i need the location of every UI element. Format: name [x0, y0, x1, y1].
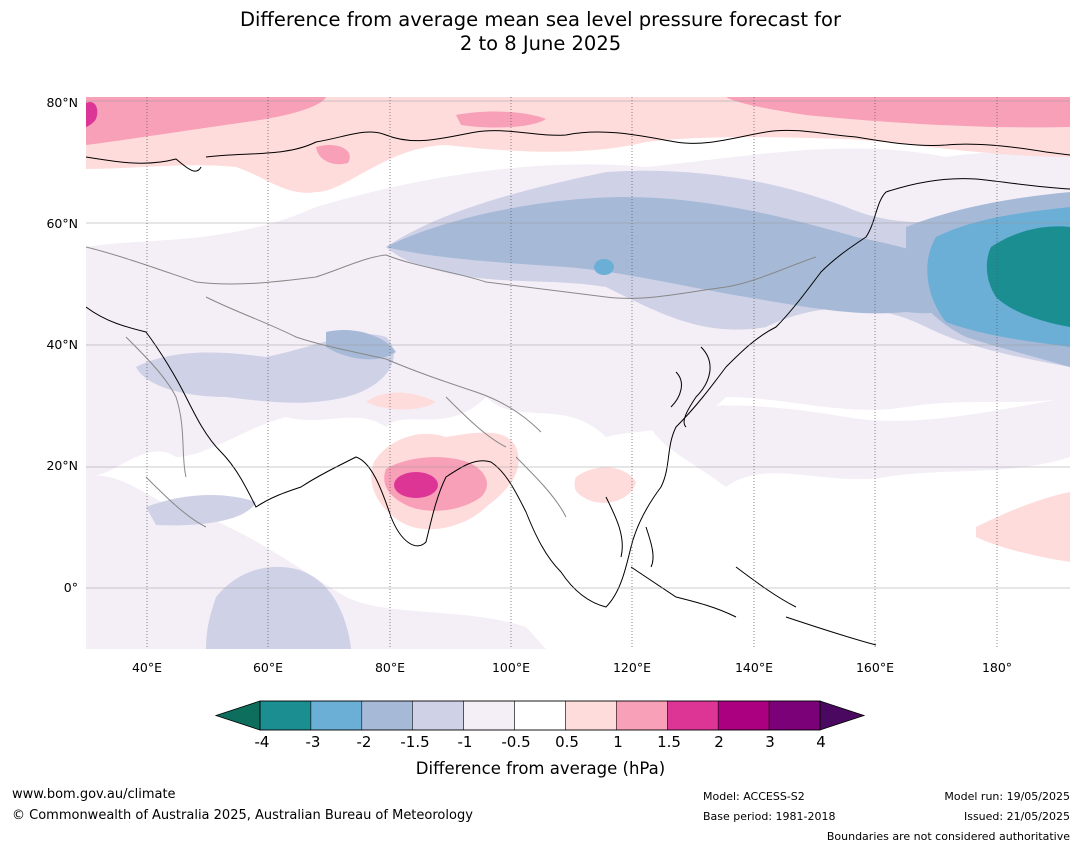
website-link[interactable]: www.bom.gov.au/climate: [12, 787, 176, 802]
lon-label-40e: 40°E: [131, 660, 163, 675]
title-line-2: 2 to 8 June 2025: [459, 32, 622, 55]
anomaly-neg3-core: [986, 226, 1070, 327]
lon-label-120e: 120°E: [612, 660, 651, 675]
lon-label-140e: 140°E: [734, 660, 773, 675]
colorbar-tick-neg3: -3: [305, 733, 321, 751]
map-canvas: [86, 97, 1070, 649]
anomaly-pos05-scs: [574, 467, 636, 503]
colorbar-tick-neg1: -1: [457, 733, 473, 751]
colorbar-extend-low: [214, 700, 261, 731]
lon-label-180: 180°: [981, 660, 1013, 675]
colorbar-tick-pos4: 4: [816, 733, 826, 751]
colorbar-segment: [616, 700, 668, 731]
anomaly-pos05-pacific: [976, 492, 1070, 562]
colorbar-segment: [565, 700, 617, 731]
colorbar-tick-neg4: -4: [254, 733, 270, 751]
colorbar-tick-neg2: -2: [356, 733, 372, 751]
pressure-anomaly-map: [86, 97, 1070, 649]
colorbar-segment: [463, 700, 515, 731]
colorbar-segment: [412, 700, 464, 731]
longitude-gridlines: [146, 97, 998, 649]
latitude-gridlines: [86, 100, 1070, 589]
anomaly-neg1-caspian: [136, 334, 394, 403]
colorbar-tick-pos3: 3: [765, 733, 775, 751]
colorbar-tick-pos05: 0.5: [555, 733, 579, 751]
anomaly-pos1-kara: [456, 111, 546, 128]
colorbar: [214, 700, 866, 731]
anomaly-pos1-taymyr: [316, 144, 350, 165]
anomaly-pos1-north-east: [726, 97, 1070, 128]
anomaly-pos15-north: [86, 101, 98, 127]
anomaly-pos15-bengal: [394, 472, 438, 498]
model-run-date: Model run: 19/05/2025: [944, 790, 1070, 803]
colorbar-segment: [514, 700, 566, 731]
anomaly-pos05-india: [366, 392, 436, 410]
lat-label-80n: 80°N: [46, 95, 78, 110]
colorbar-tick-pos1: 1: [613, 733, 623, 751]
model-name: Model: ACCESS-S2: [703, 790, 805, 803]
anomaly-neg1-arabia: [146, 495, 256, 526]
colorbar-segment: [310, 700, 363, 731]
colorbar-extend-high: [819, 700, 866, 731]
base-period: Base period: 1981-2018: [703, 810, 836, 823]
map-title: Difference from average mean sea level p…: [0, 8, 1081, 56]
lat-label-20n: 20°N: [46, 458, 78, 473]
anomaly-neg15-region: [386, 197, 968, 314]
coastlines: [86, 129, 1070, 646]
issued-date: Issued: 21/05/2025: [963, 810, 1070, 823]
anomaly-neg05-ocean: [646, 397, 1070, 487]
colorbar-segment: [717, 700, 770, 731]
lon-label-160e: 160°E: [855, 660, 894, 675]
colorbar-segment: [667, 700, 719, 731]
colorbar-segment: [361, 700, 413, 731]
lon-label-80e: 80°E: [374, 660, 406, 675]
boundaries-note: Boundaries are not considered authoritat…: [826, 830, 1070, 843]
colorbar-segment: [768, 700, 821, 731]
colorbar-title: Difference from average (hPa): [415, 759, 666, 778]
country-boundaries: [86, 246, 817, 528]
colorbar-segment: [259, 700, 312, 731]
colorbar-tick-neg15: -1.5: [400, 733, 430, 751]
colorbar-tick-neg05: -0.5: [501, 733, 531, 751]
lat-label-0: 0°: [63, 580, 78, 595]
anomaly-neg2-mongolia: [594, 259, 614, 275]
anomaly-neg1-indian-ocean: [206, 566, 351, 649]
title-line-1: Difference from average mean sea level p…: [240, 8, 841, 31]
lon-label-60e: 60°E: [252, 660, 284, 675]
lat-label-60n: 60°N: [46, 216, 78, 231]
colorbar-tick-pos15: 1.5: [657, 733, 681, 751]
anomaly-pos1-north-west: [86, 97, 326, 145]
lat-label-40n: 40°N: [46, 337, 78, 352]
lon-label-100e: 100°E: [491, 660, 530, 675]
anomaly-neg15-tibet: [326, 329, 396, 360]
colorbar-tick-pos2: 2: [714, 733, 724, 751]
anomaly-pos05-north: [86, 97, 1070, 193]
copyright-text: © Commonwealth of Australia 2025, Austra…: [12, 808, 473, 823]
